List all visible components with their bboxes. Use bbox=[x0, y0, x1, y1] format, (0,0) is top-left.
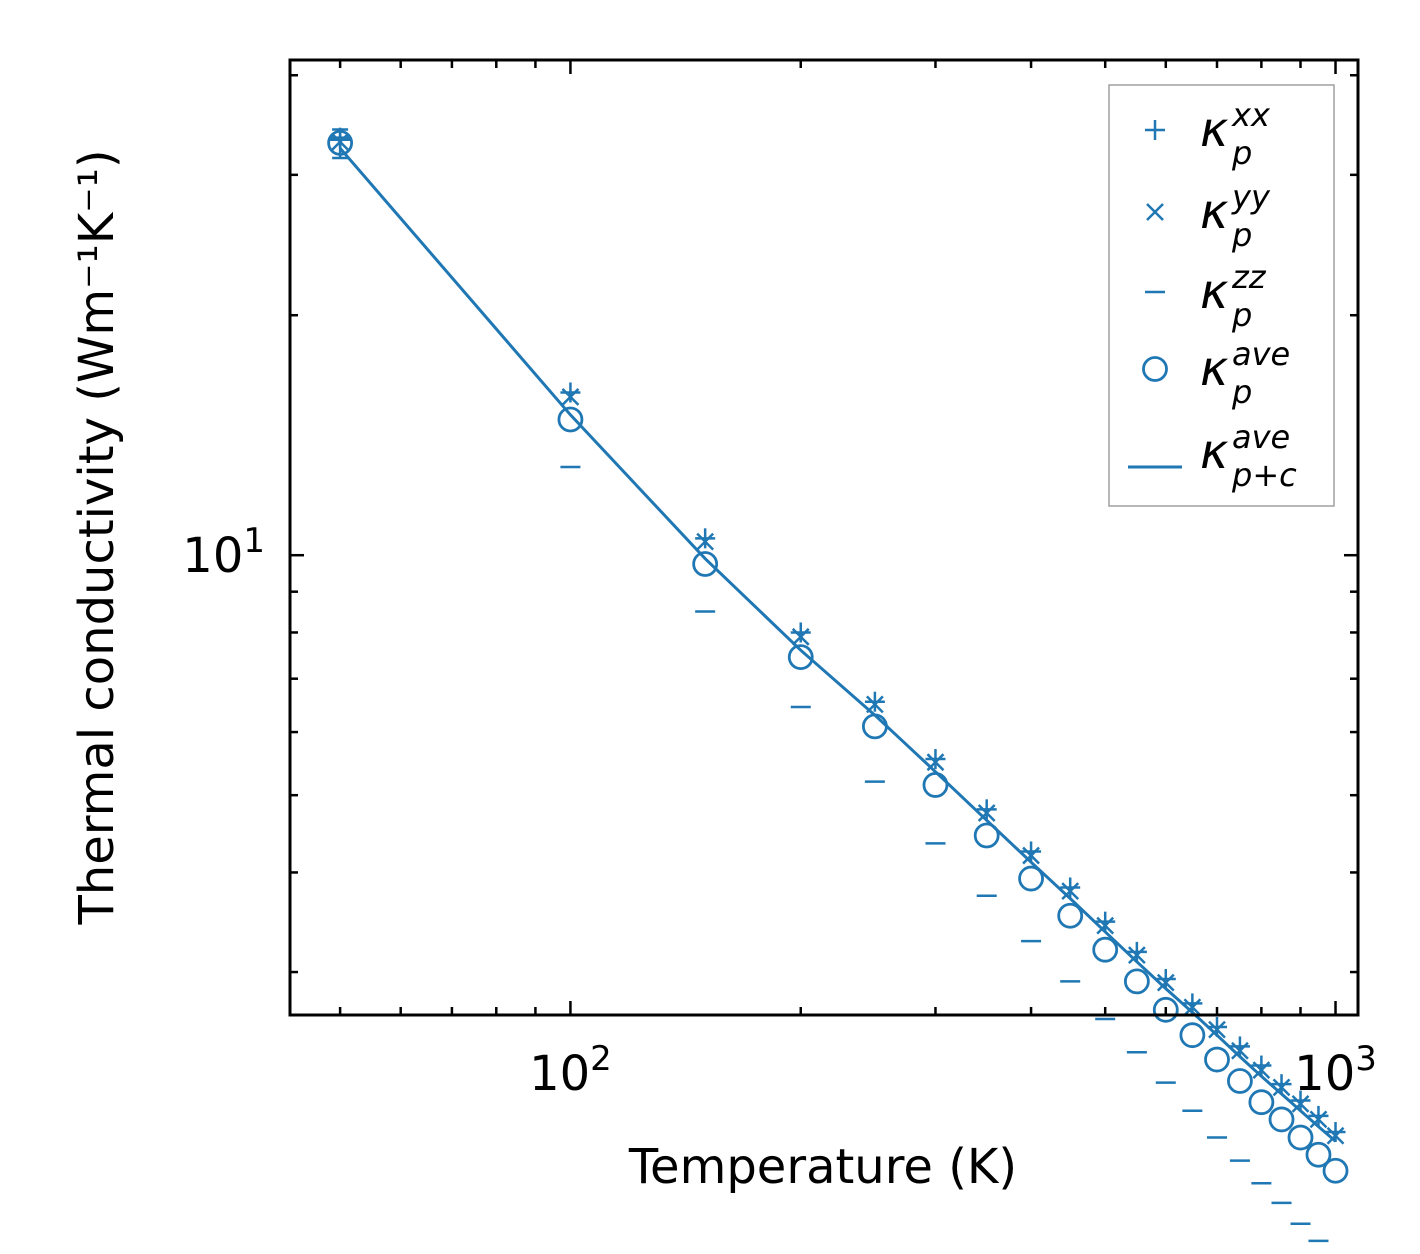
data-point bbox=[1252, 1061, 1271, 1080]
data-point bbox=[1179, 1022, 1206, 1049]
data-point bbox=[1061, 882, 1080, 901]
data-point bbox=[1022, 846, 1040, 865]
data-point bbox=[1229, 1036, 1250, 1057]
data-point bbox=[1290, 1090, 1311, 1111]
series-4 bbox=[338, 147, 1337, 1143]
data-point bbox=[560, 382, 581, 403]
x-tick-label: 103 bbox=[1294, 1039, 1377, 1102]
data-point bbox=[1291, 1094, 1310, 1113]
data-point bbox=[1204, 1046, 1230, 1073]
data-point bbox=[696, 532, 715, 551]
data-point bbox=[861, 713, 888, 740]
data-point bbox=[791, 627, 810, 646]
data-point bbox=[1208, 1020, 1226, 1039]
data-point bbox=[1305, 1141, 1332, 1168]
data-point bbox=[1268, 1106, 1295, 1133]
x-tick-label: 102 bbox=[529, 1039, 612, 1102]
data-point bbox=[695, 528, 716, 549]
data-point bbox=[1021, 841, 1042, 862]
data-point bbox=[561, 387, 580, 406]
legend-label: κ zz p bbox=[1200, 258, 1267, 334]
legend-item-0: κ xx p bbox=[1145, 96, 1271, 172]
plot-area bbox=[327, 127, 1349, 1243]
tick-labels: 102 103 101 bbox=[182, 521, 1377, 1102]
data-point bbox=[864, 691, 885, 712]
data-point bbox=[1057, 902, 1084, 929]
data-point bbox=[1183, 998, 1202, 1017]
legend-label: κ xx p bbox=[1200, 96, 1271, 172]
legend-item-4: κ ave p+c bbox=[1128, 418, 1297, 494]
y-axis-label: Thermal conductivity (Wm⁻¹K⁻¹) bbox=[69, 149, 125, 925]
legend: κ xx pκ yy pκ zz pκ ave pκ ave p+c bbox=[1108, 84, 1335, 507]
data-point bbox=[1152, 996, 1179, 1023]
legend-marker bbox=[1146, 203, 1164, 221]
data-point bbox=[1287, 1124, 1314, 1151]
legend-item-3: κ ave p bbox=[1142, 335, 1290, 411]
data-point bbox=[976, 799, 997, 820]
series-0 bbox=[330, 127, 1346, 1143]
data-point bbox=[1126, 941, 1147, 962]
legend-box bbox=[1108, 84, 1335, 507]
data-point bbox=[692, 551, 719, 577]
data-point bbox=[1231, 1041, 1249, 1060]
data-point bbox=[1155, 969, 1176, 990]
data-point bbox=[557, 406, 584, 433]
data-point bbox=[1227, 1068, 1253, 1094]
legend-item-2: κ zz p bbox=[1145, 258, 1267, 334]
data-point bbox=[1156, 973, 1175, 992]
data-point bbox=[1248, 1089, 1275, 1116]
data-point bbox=[331, 132, 349, 151]
data-point bbox=[1309, 1110, 1328, 1129]
data-point bbox=[1092, 936, 1119, 963]
data-point bbox=[977, 804, 996, 822]
legend-label: κ yy p bbox=[1200, 178, 1271, 254]
y-tick-label: 101 bbox=[182, 521, 265, 584]
legend-label: κ ave p+c bbox=[1200, 418, 1297, 494]
data-point bbox=[1096, 916, 1115, 935]
data-point bbox=[973, 822, 1000, 849]
legend-marker bbox=[1145, 120, 1165, 140]
data-point bbox=[327, 129, 354, 156]
data-point bbox=[922, 772, 949, 798]
data-point bbox=[1271, 1074, 1292, 1095]
series-line bbox=[338, 147, 1337, 1143]
data-point bbox=[1182, 993, 1203, 1014]
data-point bbox=[1325, 1122, 1346, 1143]
series-2 bbox=[330, 138, 1329, 1243]
data-point bbox=[1095, 911, 1116, 932]
series-1 bbox=[331, 132, 1345, 1145]
data-point bbox=[1127, 946, 1146, 965]
data-point bbox=[925, 749, 946, 770]
legend-marker bbox=[1142, 356, 1168, 382]
data-point bbox=[1272, 1078, 1291, 1097]
legend-item-1: κ yy p bbox=[1146, 178, 1271, 254]
x-axis-label: Temperature (K) bbox=[628, 1139, 1017, 1195]
data-point bbox=[1326, 1126, 1345, 1145]
data-point bbox=[1018, 865, 1044, 892]
data-point bbox=[1123, 968, 1150, 995]
data-point bbox=[1322, 1157, 1349, 1184]
data-point bbox=[1060, 877, 1081, 898]
plot-frame bbox=[288, 58, 1360, 1017]
data-point bbox=[787, 644, 814, 671]
data-point bbox=[1251, 1055, 1272, 1076]
data-point bbox=[1308, 1105, 1329, 1126]
data-point bbox=[790, 622, 811, 643]
legend-label: κ ave p bbox=[1200, 335, 1290, 411]
